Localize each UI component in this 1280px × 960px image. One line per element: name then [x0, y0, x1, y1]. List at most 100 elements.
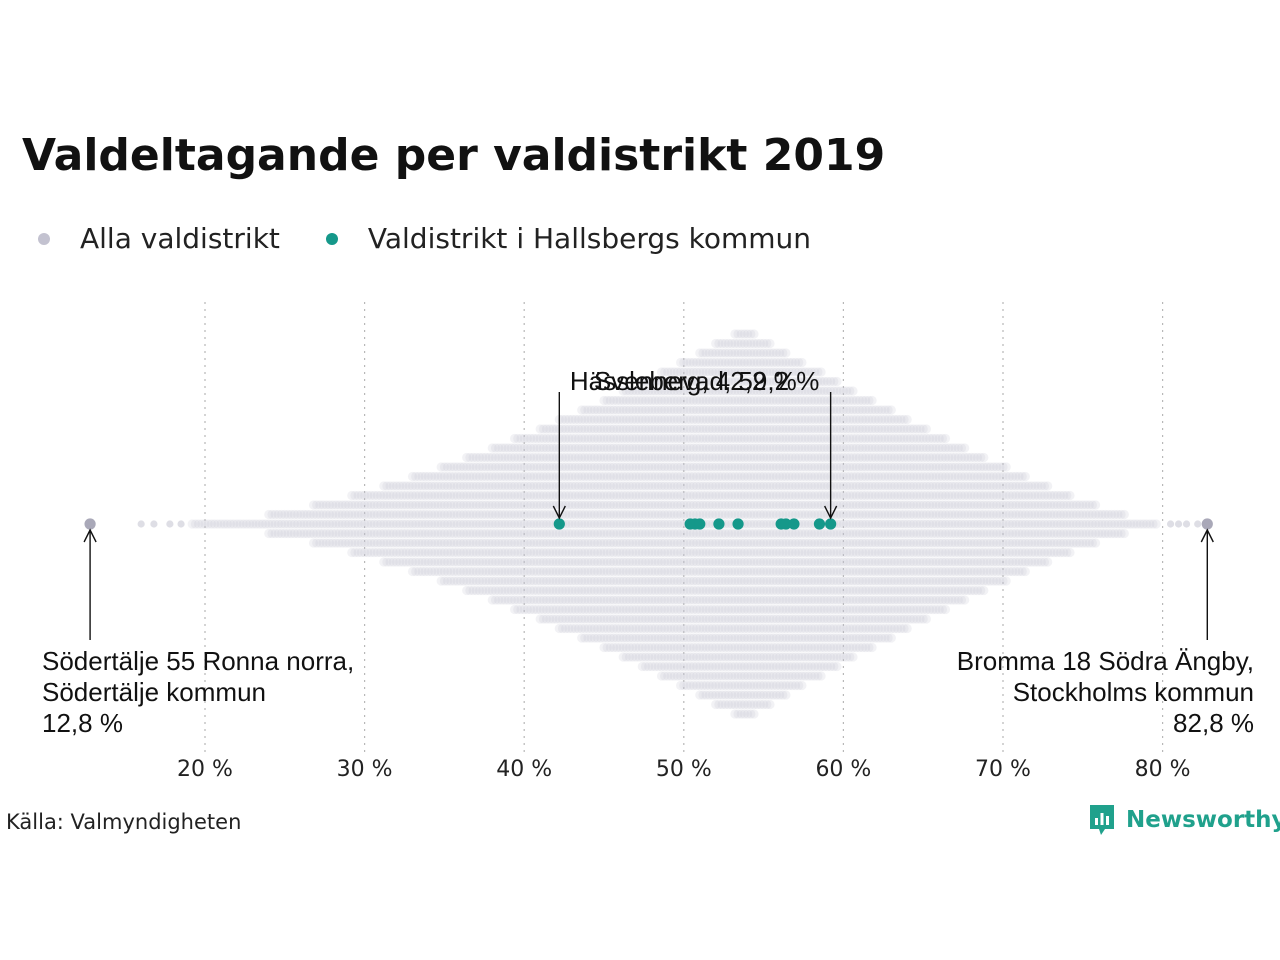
district-point: [459, 576, 469, 586]
district-point: [404, 519, 414, 529]
district-point: [372, 500, 382, 510]
district-point: [433, 528, 443, 539]
district-point: [490, 557, 501, 567]
district-point: [526, 452, 536, 463]
district-point: [471, 509, 481, 520]
district-point: [347, 538, 357, 548]
district-point: [519, 433, 529, 444]
district-point: [286, 509, 296, 520]
district-point: [500, 500, 510, 510]
district-point: [455, 576, 465, 586]
district-point: [446, 519, 456, 529]
district-point: [388, 519, 398, 529]
district-point: [487, 462, 497, 472]
chart-title: Valdeltagande per valdistrikt 2019: [22, 130, 886, 181]
district-point: [487, 576, 497, 586]
district-point: [509, 519, 520, 529]
district-point: [478, 557, 488, 567]
district-point: [369, 490, 379, 501]
district-point: [414, 528, 424, 539]
district-point: [500, 443, 510, 453]
district-point: [529, 585, 539, 596]
district-point: [372, 509, 382, 520]
district-point: [503, 452, 513, 463]
district-point: [459, 566, 469, 577]
district-point: [532, 433, 542, 444]
district-point: [535, 462, 545, 472]
district-point: [538, 424, 549, 434]
district-point: [439, 471, 449, 482]
district-point: [430, 566, 440, 577]
district-point: [509, 585, 520, 596]
district-point: [261, 519, 271, 529]
district-point: [462, 538, 472, 548]
district-point: [526, 443, 536, 453]
district-point: [535, 424, 545, 434]
district-point: [503, 576, 513, 586]
district-point: [509, 433, 520, 444]
district-point: [395, 490, 405, 501]
district-point: [436, 471, 446, 482]
district-point: [529, 547, 539, 558]
district-point: [462, 528, 472, 539]
district-point: [308, 519, 319, 529]
district-point: [459, 547, 469, 558]
district-point: [529, 557, 539, 567]
district-point: [526, 604, 536, 615]
district-point: [395, 528, 405, 539]
district-point: [532, 595, 542, 605]
district-point: [519, 452, 529, 463]
district-point: [360, 509, 370, 520]
district-point: [427, 528, 437, 539]
swarm-all-districts: [84, 329, 1213, 719]
district-point: [519, 500, 529, 510]
district-point: [324, 500, 335, 510]
district-point: [494, 452, 504, 463]
district-point: [398, 547, 408, 558]
district-point: [509, 538, 520, 548]
district-point: [315, 519, 325, 529]
district-point: [471, 481, 481, 491]
district-point: [509, 576, 520, 586]
district-point: [299, 519, 309, 529]
district-point: [283, 528, 293, 539]
district-point: [526, 490, 536, 501]
district-point: [529, 433, 539, 444]
district-point: [423, 519, 433, 529]
district-point: [331, 509, 341, 520]
district-point: [427, 509, 437, 520]
district-point: [407, 557, 418, 567]
district-point: [529, 595, 539, 605]
district-point: [433, 566, 443, 577]
district-point: [369, 500, 379, 510]
district-point: [414, 566, 424, 577]
district-point: [391, 547, 402, 558]
district-point: [414, 500, 424, 510]
district-point: [465, 500, 475, 510]
district-point: [471, 576, 481, 586]
district-point: [430, 538, 440, 548]
district-point: [312, 500, 322, 510]
district-point: [347, 547, 357, 558]
district-point: [522, 519, 533, 529]
district-point: [519, 471, 529, 482]
district-point: [344, 500, 354, 510]
district-point: [363, 490, 373, 501]
district-point: [500, 595, 510, 605]
district-point: [538, 490, 549, 501]
district-point: [449, 490, 459, 501]
district-point: [452, 490, 462, 501]
district-point: [468, 509, 478, 520]
district-point: [471, 547, 481, 558]
district-point: [471, 471, 481, 482]
district-point: [280, 519, 290, 529]
district-point: [382, 481, 392, 491]
district-point: [420, 490, 430, 501]
district-point: [449, 519, 459, 529]
district-point: [423, 509, 433, 520]
district-point: [497, 452, 507, 463]
district-point: [462, 481, 472, 491]
district-point: [382, 557, 392, 567]
district-point: [519, 595, 529, 605]
district-point: [481, 576, 491, 586]
